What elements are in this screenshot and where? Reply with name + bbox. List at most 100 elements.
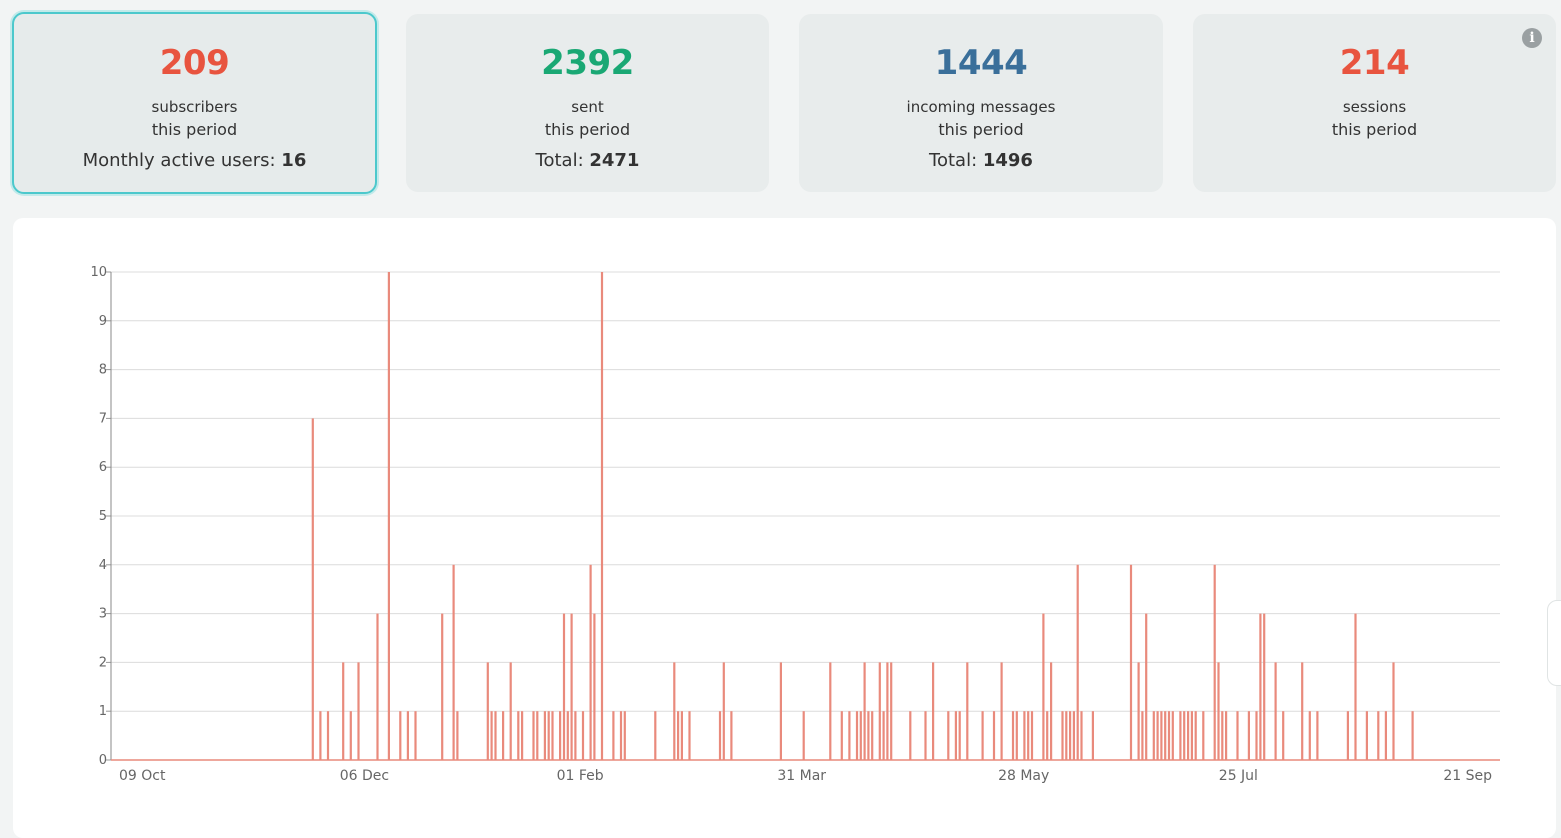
y-tick-label: 8 — [99, 363, 107, 378]
bar — [532, 711, 535, 760]
bar — [559, 711, 562, 760]
bar — [932, 662, 935, 760]
incoming-total-value: 1496 — [982, 150, 1033, 171]
bar — [543, 711, 546, 760]
incoming-total: Total: 1496 — [799, 150, 1163, 171]
bar — [517, 711, 520, 760]
x-tick-label: 01 Feb — [557, 768, 604, 784]
sent-card[interactable]: 2392 sent this period Total: 2471 — [406, 14, 769, 192]
incoming-label: incoming messages — [906, 98, 1056, 116]
sessions-label: sessions — [1342, 98, 1407, 116]
bar — [399, 711, 402, 760]
bar — [536, 711, 539, 760]
info-icon[interactable]: i — [1522, 28, 1542, 48]
incoming-total-label: Total: — [929, 150, 983, 171]
bar — [1030, 711, 1034, 760]
bar — [406, 711, 409, 760]
bar — [1225, 711, 1228, 760]
incoming-card[interactable]: 1444 incoming messages this period Total… — [799, 14, 1163, 192]
bar — [867, 711, 870, 760]
sessions-count: 214 — [1339, 43, 1410, 83]
bar — [1392, 662, 1395, 760]
sessions-card[interactable]: i 214 sessions this period — [1193, 14, 1556, 192]
bar — [1141, 711, 1144, 760]
bar — [1183, 711, 1186, 760]
bar — [376, 613, 379, 760]
bar — [1160, 711, 1163, 760]
x-tick-label: 31 Mar — [777, 768, 826, 784]
bar — [1255, 711, 1258, 760]
bar — [1065, 711, 1068, 760]
bar — [1091, 711, 1094, 760]
bar — [1308, 711, 1311, 760]
bar — [566, 711, 569, 760]
y-tick-label: 4 — [99, 558, 107, 573]
bar — [612, 711, 615, 760]
bar — [829, 662, 832, 760]
bar — [1015, 711, 1018, 760]
bar — [1202, 711, 1205, 760]
bar — [1069, 711, 1072, 760]
bar — [677, 711, 680, 760]
bar — [863, 662, 866, 760]
y-tick-label: 6 — [99, 460, 107, 475]
x-tick-label: 06 Dec — [340, 768, 389, 784]
bar — [490, 711, 493, 760]
sent-total: Total: 2471 — [406, 150, 769, 171]
bar — [349, 711, 352, 760]
x-tick-label: 28 May — [998, 768, 1049, 784]
bar — [357, 662, 360, 760]
bar — [954, 711, 957, 760]
subscribers-count: 209 — [159, 43, 230, 83]
x-tick-label: 09 Oct — [119, 768, 166, 784]
bar — [882, 711, 885, 760]
bar — [1080, 711, 1083, 760]
bar — [600, 272, 604, 760]
bar — [992, 711, 996, 760]
activity-chart: 0 1 2 3 4 5 6 7 8 9 10 09 Oct 06 Dec 01 Feb 31 Mar 28 M… — [90, 265, 1500, 784]
bar — [1354, 613, 1357, 760]
monthly-active-users-label: Monthly active users: — [82, 150, 282, 171]
y-tick-label: 10 — [90, 265, 107, 280]
bar — [452, 564, 455, 760]
sent-total-value: 2471 — [589, 150, 640, 171]
bar — [966, 662, 969, 760]
side-panel-handle[interactable] — [1547, 600, 1561, 686]
bar — [779, 662, 782, 760]
bar — [319, 711, 322, 760]
bar — [619, 711, 623, 760]
sessions-period-label: this period — [1331, 120, 1418, 139]
bar — [441, 613, 444, 760]
bar — [1167, 711, 1171, 760]
bar — [1027, 711, 1030, 760]
bar — [1164, 711, 1167, 760]
bar — [509, 662, 512, 760]
bar — [848, 711, 851, 760]
bar — [1072, 711, 1075, 760]
subscribers-card[interactable]: 209 subscribers this period Monthly acti… — [12, 12, 377, 194]
bar — [688, 711, 691, 760]
bar — [654, 711, 657, 760]
bar — [730, 711, 733, 760]
bar — [673, 662, 676, 760]
bar — [1213, 564, 1216, 760]
bar — [1247, 711, 1250, 760]
bar — [1046, 711, 1049, 760]
bar — [1236, 711, 1239, 760]
sent-label: sent — [571, 98, 604, 116]
sent-total-label: Total: — [535, 150, 590, 171]
bar — [387, 272, 390, 760]
bar — [947, 711, 950, 760]
bar — [890, 662, 893, 760]
bar — [718, 711, 722, 760]
bar — [1156, 711, 1159, 760]
y-tick-label: 1 — [99, 704, 107, 719]
bar — [680, 711, 683, 760]
bar — [593, 613, 596, 760]
bar — [623, 711, 626, 760]
bar — [1179, 711, 1182, 760]
bar — [1050, 662, 1053, 760]
y-tick-label: 5 — [99, 509, 107, 524]
bar — [326, 711, 330, 760]
bar — [1384, 711, 1387, 760]
